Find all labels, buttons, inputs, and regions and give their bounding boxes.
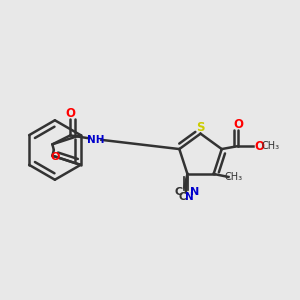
Text: S: S	[196, 121, 205, 134]
Text: C: C	[178, 192, 186, 202]
Text: O: O	[65, 107, 75, 120]
Text: O: O	[254, 140, 264, 153]
Text: CH₃: CH₃	[261, 141, 279, 151]
Text: NH: NH	[87, 135, 104, 145]
Text: N: N	[190, 188, 200, 197]
Text: O: O	[233, 118, 243, 131]
Text: O: O	[51, 152, 60, 162]
Text: CH₃: CH₃	[225, 172, 243, 182]
Text: C: C	[175, 188, 183, 197]
Text: N: N	[185, 192, 194, 202]
